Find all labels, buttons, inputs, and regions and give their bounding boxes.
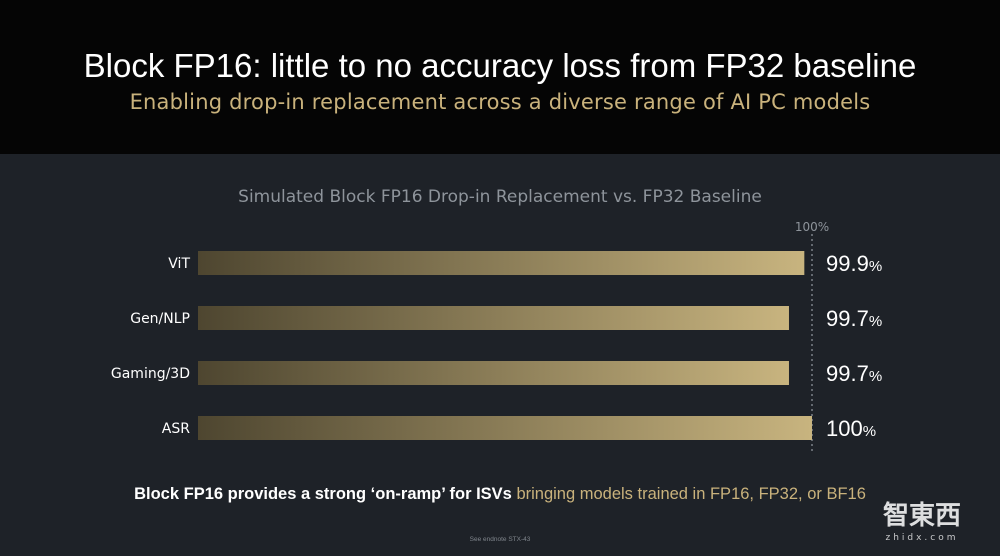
watermark-logo: 智東西 zhidx.com <box>883 501 961 543</box>
bar <box>198 361 789 385</box>
watermark-url: zhidx.com <box>885 533 958 543</box>
value-label: 99.7% <box>826 306 882 331</box>
chart-title: Simulated Block FP16 Drop-in Replacement… <box>238 187 762 207</box>
category-label: Gen/NLP <box>130 311 190 327</box>
footer-statement-white: Block FP16 provides a strong ‘on-ramp’ f… <box>134 485 517 503</box>
category-label: Gaming/3D <box>111 366 190 382</box>
reference-label: 100% <box>795 220 829 234</box>
bar <box>198 416 812 440</box>
value-label: 100% <box>826 416 876 441</box>
endnote: See endnote STX-43 <box>469 536 531 543</box>
page-subtitle: Enabling drop-in replacement across a di… <box>129 90 871 114</box>
footer-statement-gold: bringing models trained in FP16, FP32, o… <box>516 485 866 503</box>
footer-statement: Block FP16 provides a strong ‘on-ramp’ f… <box>0 483 1000 505</box>
category-label: ViT <box>168 256 190 272</box>
page-title: Block FP16: little to no accuracy loss f… <box>83 47 917 84</box>
value-label: 99.9% <box>826 251 882 276</box>
category-label: ASR <box>162 421 190 437</box>
bar <box>198 306 789 330</box>
header-band <box>0 0 1000 154</box>
watermark-text: 智東西 <box>883 501 961 531</box>
value-label: 99.7% <box>826 361 882 386</box>
bar <box>198 251 805 275</box>
